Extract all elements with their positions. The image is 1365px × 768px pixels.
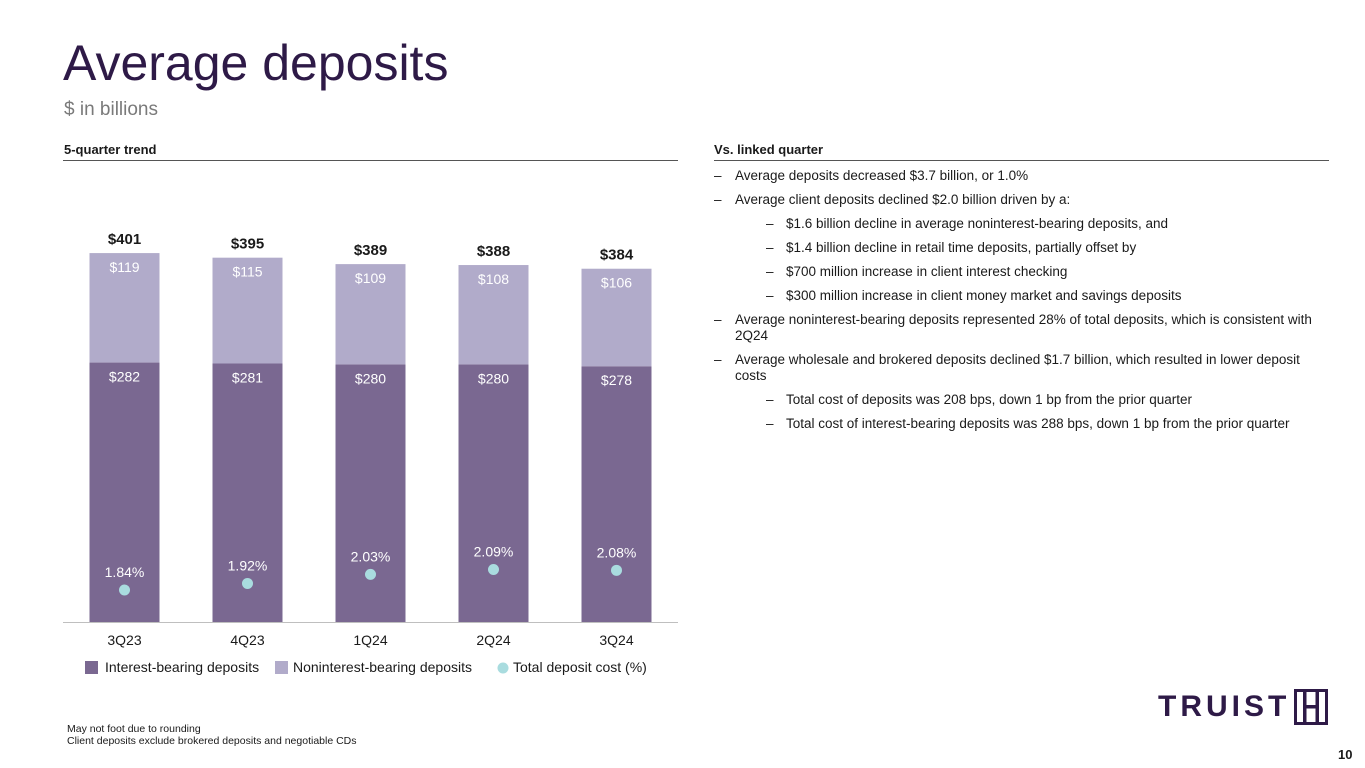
cost-marker — [119, 584, 130, 596]
chart-section-rule — [63, 160, 678, 161]
data-label-cost: 1.84% — [105, 564, 145, 580]
truist-mark-icon — [1294, 689, 1329, 725]
bullet-item: Average deposits decreased $3.7 billion,… — [714, 168, 1329, 184]
commentary-section-heading: Vs. linked quarter — [714, 142, 824, 157]
data-label-cost: 1.92% — [228, 557, 268, 573]
legend-swatch-noninterest-bearing — [275, 661, 288, 674]
truist-logo: TRUIST — [1158, 689, 1329, 725]
cost-marker — [611, 564, 622, 576]
bar-noninterest-bearing — [581, 268, 652, 367]
data-label-noninterest-bearing: $106 — [601, 275, 632, 291]
data-label-cost: 2.09% — [474, 544, 514, 560]
data-label-total: $388 — [477, 243, 510, 260]
bullet-item: Average noninterest-bearing deposits rep… — [714, 312, 1329, 344]
data-label-total: $401 — [108, 231, 141, 248]
data-label-noninterest-bearing: $108 — [478, 271, 509, 287]
sub-bullet-item: $300 million increase in client money ma… — [714, 288, 1329, 304]
data-label-noninterest-bearing: $115 — [232, 264, 262, 280]
data-label-cost: 2.03% — [351, 548, 391, 564]
bar-interest-bearing — [458, 364, 529, 622]
legend-label-interest-bearing: Interest-bearing deposits — [105, 659, 259, 675]
sub-bullet-item: Total cost of deposits was 208 bps, down… — [714, 392, 1329, 408]
x-tick-label: 4Q23 — [230, 632, 264, 648]
data-label-interest-bearing: $280 — [478, 370, 509, 386]
footnote: May not foot due to rounding — [67, 723, 201, 735]
data-label-interest-bearing: $278 — [601, 372, 632, 388]
bar-interest-bearing — [581, 366, 652, 622]
data-label-noninterest-bearing: $119 — [109, 259, 139, 275]
bar-noninterest-bearing — [458, 265, 529, 365]
data-label-total: $395 — [231, 236, 264, 253]
legend-label-noninterest-bearing: Noninterest-bearing deposits — [293, 659, 472, 675]
data-label-total: $389 — [354, 242, 387, 259]
bullet-item: Average wholesale and brokered deposits … — [714, 352, 1329, 384]
commentary-section-rule — [714, 160, 1329, 161]
page-title: Average deposits — [63, 35, 449, 91]
footnotes: May not foot due to rounding Client depo… — [67, 723, 357, 747]
sub-bullet-item: Total cost of interest-bearing deposits … — [714, 416, 1329, 432]
data-label-interest-bearing: $281 — [232, 369, 263, 385]
logo-wordmark: TRUIST — [1158, 690, 1291, 723]
legend-label-cost: Total deposit cost (%) — [513, 659, 647, 675]
page-number: 10 — [1338, 747, 1353, 762]
bar-noninterest-bearing — [335, 264, 406, 365]
bar-noninterest-bearing — [212, 257, 283, 364]
chart-section-heading: 5-quarter trend — [64, 142, 157, 157]
data-label-cost: 2.08% — [597, 544, 637, 560]
bar-noninterest-bearing — [89, 253, 160, 363]
data-label-interest-bearing: $282 — [109, 369, 140, 385]
bar-interest-bearing — [335, 364, 406, 622]
data-label-noninterest-bearing: $109 — [355, 270, 386, 286]
bar-interest-bearing — [89, 362, 160, 622]
commentary-list: Average deposits decreased $3.7 billion,… — [714, 168, 1329, 440]
legend-swatch-interest-bearing — [85, 661, 98, 674]
legend-marker-cost — [497, 662, 509, 674]
cost-marker — [365, 568, 376, 580]
sub-bullet-item: $1.6 billion decline in average noninter… — [714, 216, 1329, 232]
sub-bullet-item: $1.4 billion decline in retail time depo… — [714, 240, 1329, 256]
sub-bullet-item: $700 million increase in client interest… — [714, 264, 1329, 280]
cost-marker — [242, 577, 253, 589]
x-tick-label: 2Q24 — [476, 632, 510, 648]
x-tick-label: 1Q24 — [353, 632, 387, 648]
cost-marker — [488, 564, 499, 575]
data-label-interest-bearing: $280 — [355, 370, 386, 386]
data-label-total: $384 — [600, 247, 634, 264]
page-subtitle: $ in billions — [64, 99, 158, 120]
x-tick-label: 3Q23 — [107, 632, 141, 648]
deposits-chart: $282 $119 $401 1.84% 3Q23 $281 $115 $395 1.92% 4Q… — [63, 231, 678, 675]
x-tick-label: 3Q24 — [599, 632, 633, 648]
footnote: Client deposits exclude brokered deposit… — [67, 735, 357, 747]
bullet-item: Average client deposits declined $2.0 bi… — [714, 192, 1329, 208]
